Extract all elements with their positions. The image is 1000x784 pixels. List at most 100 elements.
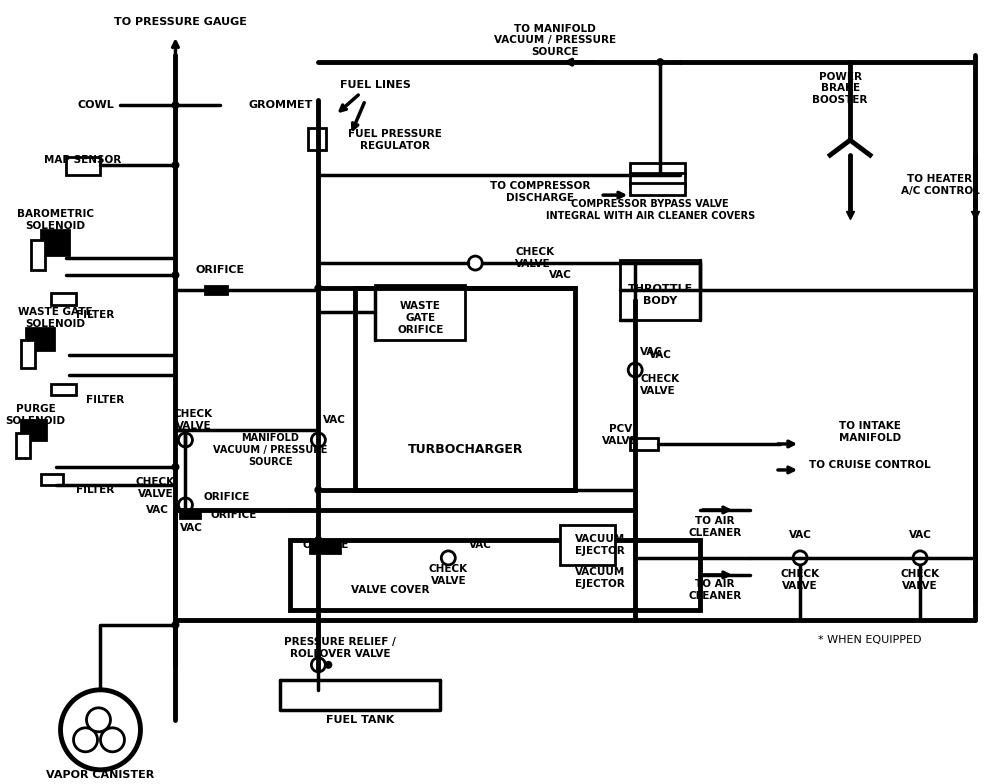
- Text: TO AIR
CLEANER: TO AIR CLEANER: [689, 516, 742, 538]
- Text: ORIFICE: ORIFICE: [196, 265, 245, 275]
- Circle shape: [793, 551, 807, 565]
- Circle shape: [171, 101, 179, 109]
- Circle shape: [314, 284, 322, 292]
- Text: * WHEN EQUIPPED: * WHEN EQUIPPED: [818, 635, 922, 645]
- Text: VACUUM
EJECTOR: VACUUM EJECTOR: [575, 567, 625, 589]
- Bar: [308, 128, 326, 150]
- Bar: [21, 340, 35, 368]
- Circle shape: [468, 256, 482, 270]
- Text: ORIFICE: ORIFICE: [302, 540, 349, 550]
- Bar: [31, 240, 45, 270]
- Bar: [310, 541, 340, 553]
- Text: CHECK
VALVE: CHECK VALVE: [515, 247, 554, 269]
- Circle shape: [87, 708, 110, 731]
- Circle shape: [100, 728, 124, 752]
- Text: COWL: COWL: [77, 100, 114, 111]
- Text: VAC: VAC: [146, 505, 169, 515]
- Text: TO CRUISE CONTROL: TO CRUISE CONTROL: [809, 460, 931, 470]
- Text: FUEL LINES: FUEL LINES: [340, 80, 411, 90]
- Text: THROTTLE
BODY: THROTTLE BODY: [628, 285, 693, 306]
- Text: PRESSURE RELIEF /
ROLLOVER VALVE: PRESSURE RELIEF / ROLLOVER VALVE: [284, 637, 396, 659]
- Text: CHECK
VALVE: CHECK VALVE: [640, 374, 679, 396]
- Circle shape: [171, 621, 179, 629]
- Circle shape: [171, 271, 179, 279]
- Text: FUEL PRESSURE
REGULATOR: FUEL PRESSURE REGULATOR: [348, 129, 442, 151]
- Bar: [41, 230, 69, 255]
- Text: TO COMPRESSOR
DISCHARGE: TO COMPRESSOR DISCHARGE: [490, 181, 590, 203]
- Text: TO HEATER
A/C CONTROL: TO HEATER A/C CONTROL: [901, 174, 979, 196]
- Circle shape: [311, 658, 325, 672]
- Bar: [180, 510, 200, 518]
- Circle shape: [314, 486, 322, 494]
- Bar: [51, 384, 76, 395]
- Text: VAC: VAC: [909, 530, 931, 540]
- Bar: [355, 288, 575, 490]
- Text: ORIFICE: ORIFICE: [203, 492, 250, 502]
- Text: VAC: VAC: [640, 347, 663, 357]
- Text: GROMMET: GROMMET: [248, 100, 313, 111]
- Text: TO MANIFOLD
VACUUM / PRESSURE
SOURCE: TO MANIFOLD VACUUM / PRESSURE SOURCE: [494, 24, 616, 56]
- Text: VAC: VAC: [469, 540, 492, 550]
- Text: CHECK
VALVE: CHECK VALVE: [136, 477, 175, 499]
- Text: PURGE
SOLENOID: PURGE SOLENOID: [6, 405, 66, 426]
- Circle shape: [314, 536, 322, 544]
- Bar: [41, 474, 63, 485]
- Text: CHECK
VALVE: CHECK VALVE: [900, 569, 940, 590]
- Circle shape: [628, 363, 642, 377]
- Text: POWER
BRAKE
BOOSTER: POWER BRAKE BOOSTER: [812, 71, 868, 105]
- Text: FILTER: FILTER: [86, 395, 124, 405]
- Bar: [51, 293, 76, 305]
- Circle shape: [311, 433, 325, 447]
- Text: VAC: VAC: [789, 530, 812, 540]
- Text: FUEL TANK: FUEL TANK: [326, 715, 394, 725]
- Text: WASTE GATE
SOLENOID: WASTE GATE SOLENOID: [18, 307, 93, 328]
- Text: CHECK
VALVE: CHECK VALVE: [429, 564, 468, 586]
- Text: CHECK
VALVE: CHECK VALVE: [781, 569, 820, 590]
- Text: TO AIR
CLEANER: TO AIR CLEANER: [689, 579, 742, 601]
- Bar: [16, 433, 30, 458]
- Text: ORIFICE: ORIFICE: [210, 510, 257, 520]
- Text: VACUUM
EJECTOR: VACUUM EJECTOR: [575, 534, 625, 556]
- Text: TO INTAKE
MANIFOLD: TO INTAKE MANIFOLD: [839, 421, 901, 443]
- Circle shape: [178, 498, 192, 512]
- Text: TO PRESSURE GAUGE: TO PRESSURE GAUGE: [114, 17, 247, 27]
- Text: TURBOCHARGER: TURBOCHARGER: [408, 444, 523, 456]
- Circle shape: [74, 728, 97, 752]
- Circle shape: [656, 58, 664, 66]
- Bar: [21, 420, 46, 440]
- Circle shape: [313, 127, 323, 137]
- Text: VALVE COVER: VALVE COVER: [351, 585, 430, 595]
- Bar: [560, 525, 615, 565]
- Circle shape: [441, 551, 455, 565]
- Text: VAC: VAC: [180, 523, 203, 533]
- Text: PCV
VALVE: PCV VALVE: [602, 424, 638, 446]
- Bar: [205, 286, 227, 294]
- Bar: [290, 540, 700, 610]
- Bar: [66, 157, 100, 175]
- Circle shape: [61, 690, 140, 770]
- Text: CHECK
VALVE: CHECK VALVE: [174, 409, 213, 430]
- Bar: [630, 163, 685, 175]
- Bar: [26, 328, 54, 350]
- Bar: [630, 173, 685, 185]
- Text: COMPRESSOR BYPASS VALVE
INTEGRAL WITH AIR CLEANER COVERS: COMPRESSOR BYPASS VALVE INTEGRAL WITH AI…: [546, 199, 755, 221]
- Circle shape: [171, 463, 179, 471]
- Bar: [620, 260, 700, 320]
- Bar: [630, 183, 685, 195]
- Text: VAC: VAC: [549, 270, 572, 280]
- Circle shape: [171, 162, 179, 169]
- Text: WASTE
GATE
ORIFICE: WASTE GATE ORIFICE: [397, 301, 444, 335]
- Text: MAP SENSOR: MAP SENSOR: [44, 155, 121, 165]
- Circle shape: [913, 551, 927, 565]
- Bar: [630, 438, 658, 450]
- Text: BAROMETRIC
SOLENOID: BAROMETRIC SOLENOID: [17, 209, 94, 231]
- Text: VAPOR CANISTER: VAPOR CANISTER: [46, 770, 155, 780]
- Text: VAC: VAC: [323, 415, 346, 425]
- Circle shape: [324, 661, 332, 669]
- Bar: [375, 285, 465, 340]
- Text: FILTER: FILTER: [76, 485, 114, 495]
- Text: VAC: VAC: [649, 350, 672, 360]
- Text: MANIFOLD
VACUUM / PRESSURE
SOURCE: MANIFOLD VACUUM / PRESSURE SOURCE: [213, 434, 328, 466]
- Text: FILTER: FILTER: [76, 310, 114, 320]
- Circle shape: [178, 433, 192, 447]
